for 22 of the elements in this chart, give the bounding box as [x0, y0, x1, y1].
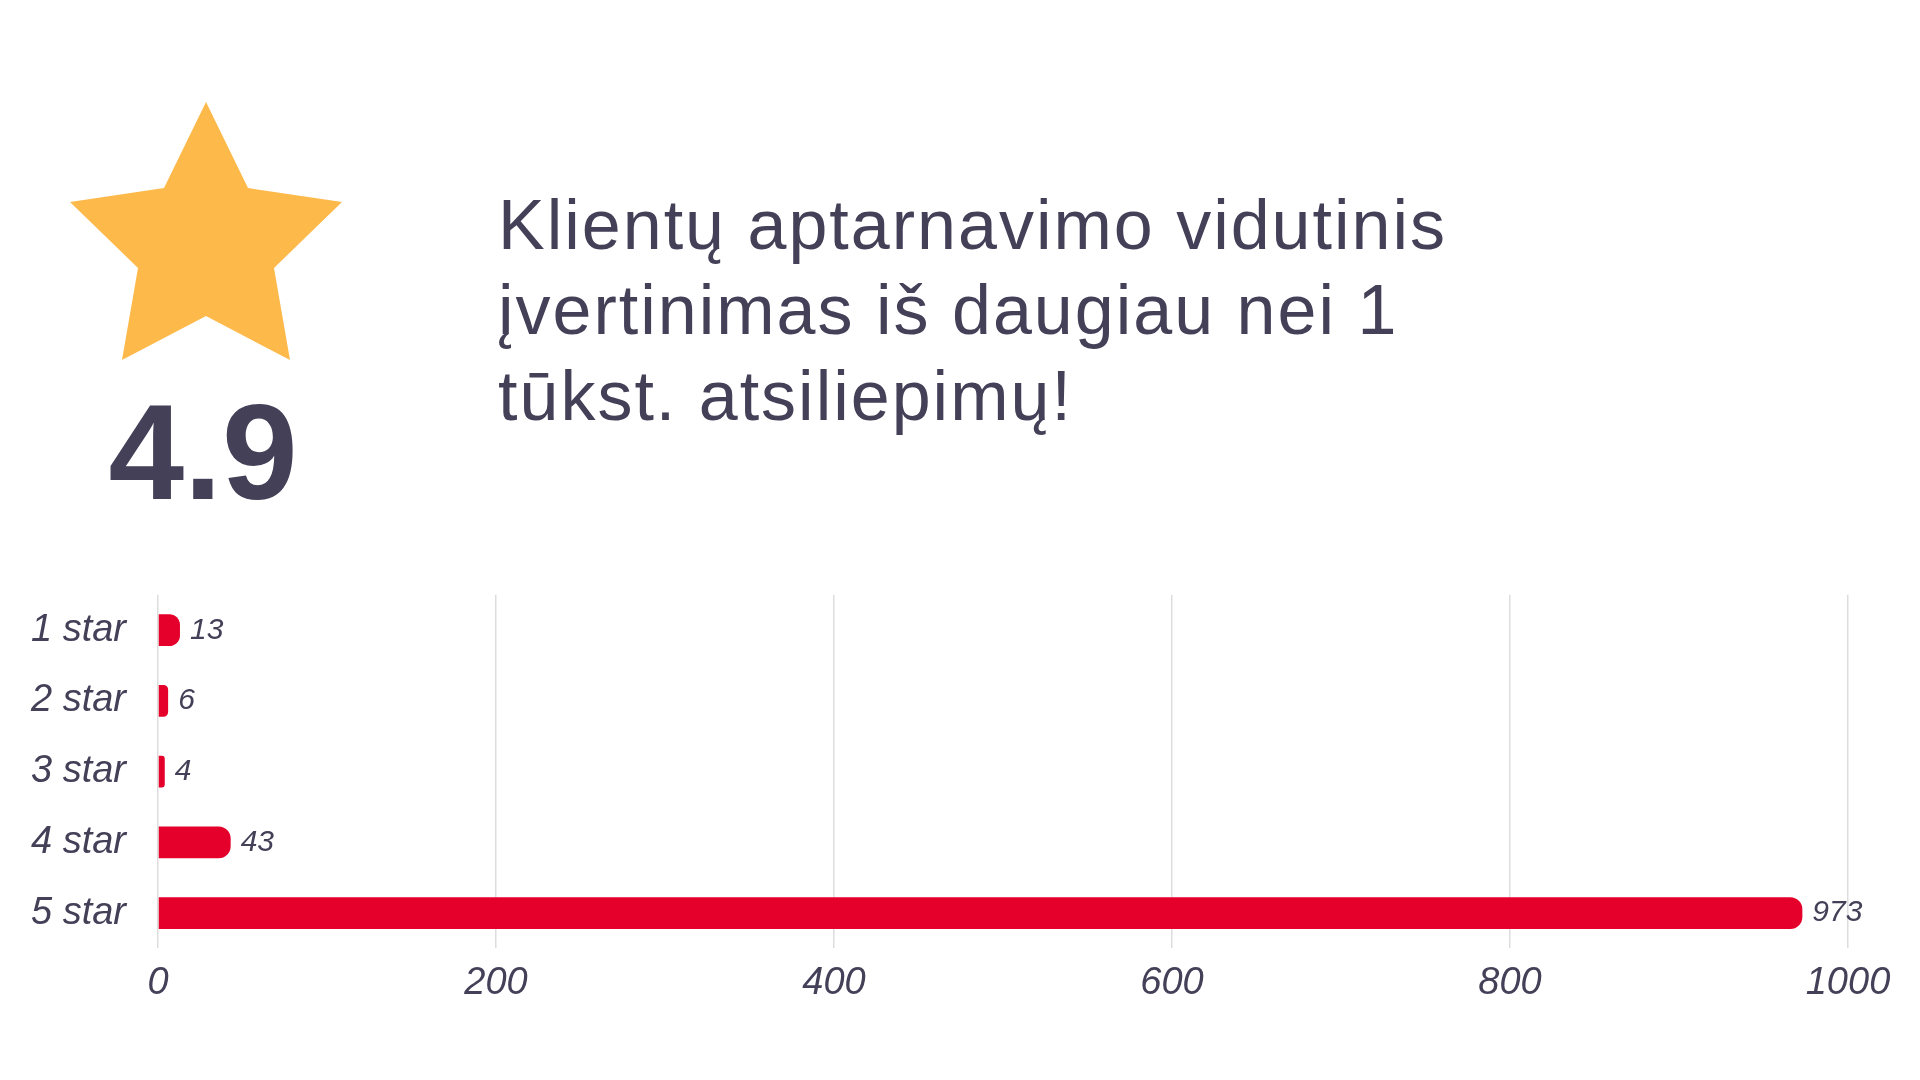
bar	[158, 826, 231, 859]
y-tick-label: 3 star	[30, 748, 128, 791]
data-label: 13	[189, 611, 224, 645]
bar	[158, 684, 169, 717]
y-tick-label: 4 star	[30, 818, 128, 861]
bar	[158, 897, 1803, 929]
y-tick-label: 5 star	[30, 889, 128, 932]
data-label: 973	[1812, 894, 1863, 928]
x-tick-label: 0	[147, 959, 169, 1002]
data-label: 4	[174, 752, 192, 786]
chart-title: Klientų aptarnavimo vidutinis įvertinimas iš daugiau nei 1 tūkst. atsiliepimų!	[498, 185, 1449, 437]
y-tick-label: 1 star	[30, 606, 128, 649]
x-tick-label: 200	[463, 959, 528, 1002]
x-tick-label: 1000	[1805, 959, 1891, 1002]
data-label: 43	[240, 823, 275, 857]
data-label: 6	[178, 682, 196, 716]
text: 4.9	[107, 376, 299, 528]
x-tick-label: 400	[802, 959, 866, 1002]
y-tick-label: 2 star	[29, 677, 128, 720]
bar	[158, 755, 165, 788]
x-tick-label: 600	[1140, 959, 1204, 1002]
x-tick-label: 800	[1478, 959, 1542, 1002]
